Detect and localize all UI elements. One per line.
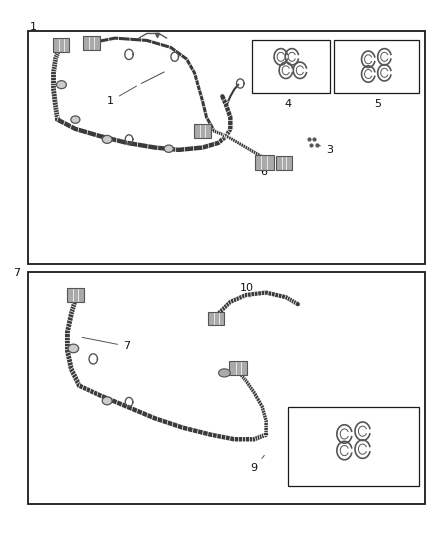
Ellipse shape: [68, 344, 79, 353]
Ellipse shape: [102, 135, 112, 143]
Text: 3: 3: [316, 144, 333, 155]
Bar: [276, 156, 292, 170]
Bar: [194, 124, 211, 138]
Text: 5: 5: [374, 99, 381, 109]
Bar: [208, 311, 224, 325]
Bar: [28, 272, 425, 504]
Bar: [252, 41, 330, 93]
Bar: [288, 407, 419, 486]
Ellipse shape: [71, 116, 80, 123]
Ellipse shape: [57, 80, 67, 88]
Bar: [230, 361, 247, 375]
Bar: [334, 41, 419, 93]
Text: 7: 7: [13, 268, 20, 278]
Text: 1: 1: [107, 86, 137, 106]
Bar: [83, 36, 100, 50]
Text: 10: 10: [240, 283, 254, 297]
Bar: [28, 31, 425, 264]
Ellipse shape: [102, 397, 112, 405]
Bar: [254, 155, 274, 171]
Bar: [53, 38, 70, 52]
Text: 7: 7: [82, 337, 130, 351]
Ellipse shape: [219, 369, 230, 377]
Text: 9: 9: [250, 455, 265, 473]
Ellipse shape: [164, 145, 173, 152]
Text: 6: 6: [260, 167, 267, 177]
Text: 4: 4: [284, 99, 292, 109]
Text: 1: 1: [30, 22, 37, 33]
Bar: [67, 288, 84, 302]
